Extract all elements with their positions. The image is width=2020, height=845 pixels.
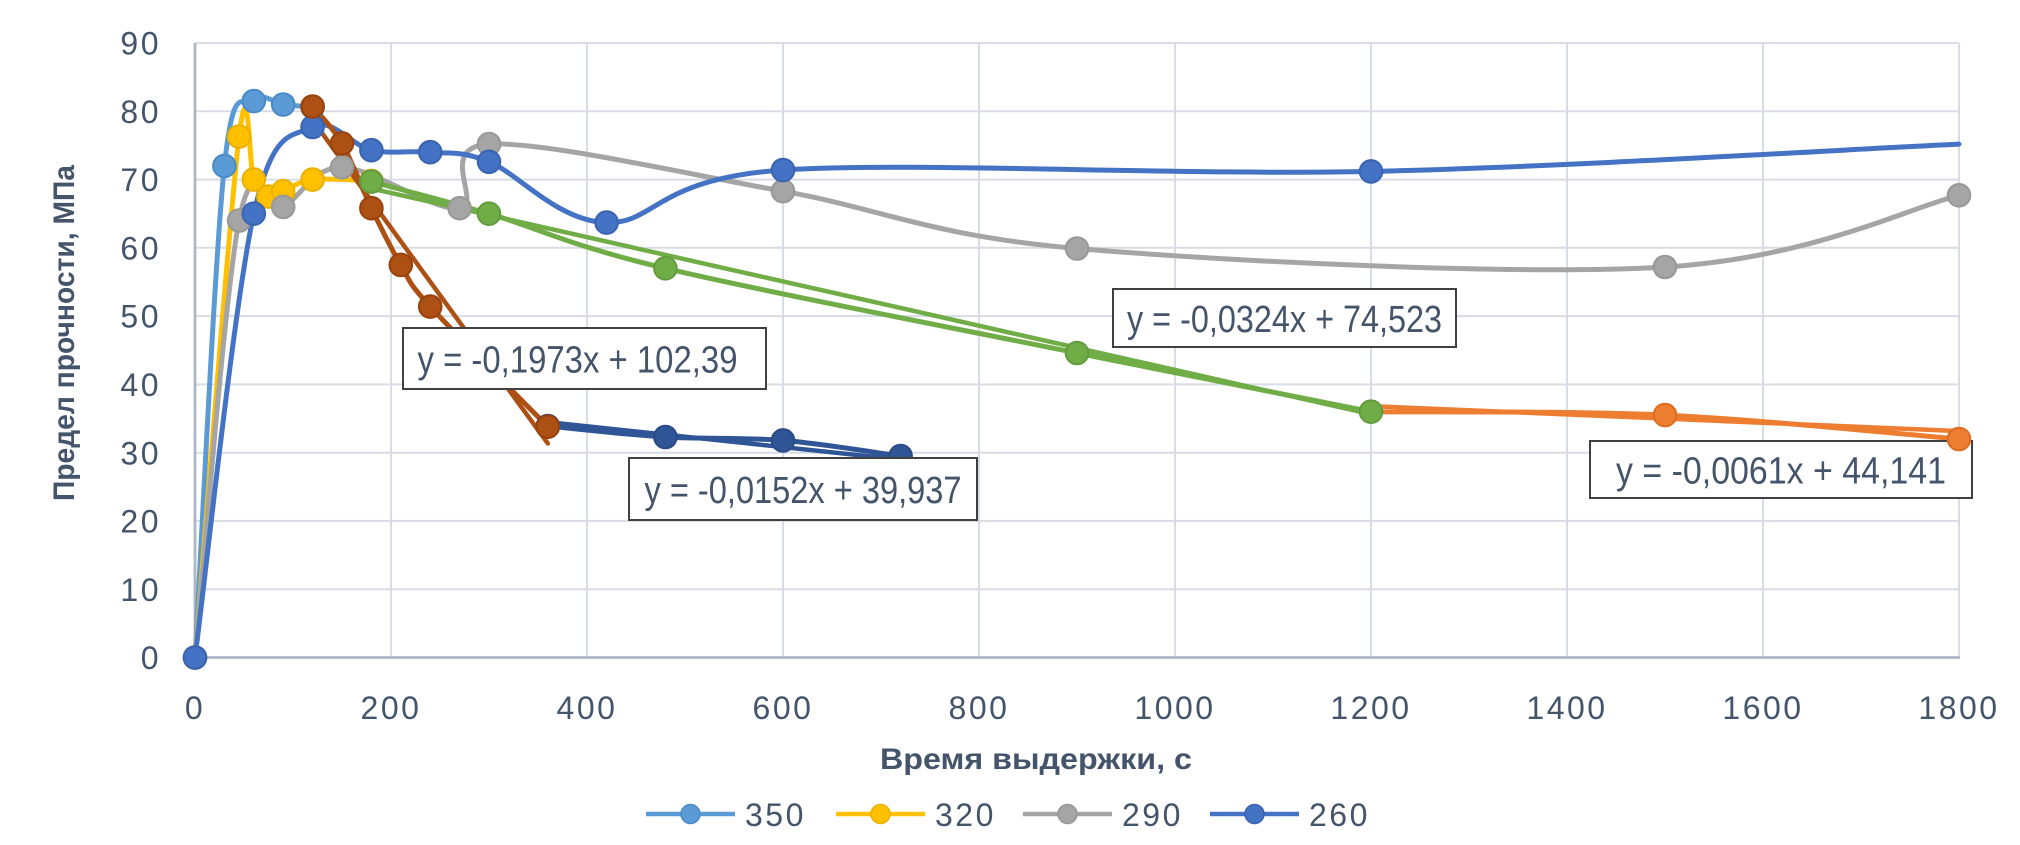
svg-text:0: 0 bbox=[185, 690, 205, 726]
svg-text:10: 10 bbox=[120, 572, 161, 608]
svg-text:30: 30 bbox=[120, 435, 161, 471]
svg-text:260: 260 bbox=[1309, 797, 1370, 833]
svg-text:320: 320 bbox=[935, 797, 996, 833]
svg-text:0: 0 bbox=[141, 640, 161, 676]
svg-text:50: 50 bbox=[120, 299, 161, 335]
svg-text:1400: 1400 bbox=[1526, 690, 1607, 726]
svg-text:350: 350 bbox=[745, 797, 806, 833]
svg-text:y = -0,0152x + 39,937: y = -0,0152x + 39,937 bbox=[645, 470, 962, 512]
svg-text:600: 600 bbox=[753, 690, 814, 726]
svg-text:1000: 1000 bbox=[1134, 690, 1215, 726]
svg-text:Предел прочности, МПа: Предел прочности, МПа bbox=[48, 165, 81, 501]
svg-text:20: 20 bbox=[120, 504, 161, 540]
svg-text:y = -0,1973x + 102,39: y = -0,1973x + 102,39 bbox=[418, 339, 738, 381]
svg-text:80: 80 bbox=[120, 94, 161, 130]
svg-text:y = -0,0324x + 74,523: y = -0,0324x + 74,523 bbox=[1127, 299, 1442, 341]
svg-text:60: 60 bbox=[120, 230, 161, 266]
svg-text:400: 400 bbox=[557, 690, 618, 726]
svg-text:1800: 1800 bbox=[1918, 690, 1999, 726]
svg-text:Время выдержки, с: Время выдержки, с bbox=[880, 743, 1192, 776]
svg-text:800: 800 bbox=[949, 690, 1010, 726]
svg-text:200: 200 bbox=[361, 690, 422, 726]
svg-text:1200: 1200 bbox=[1330, 690, 1411, 726]
svg-text:70: 70 bbox=[120, 162, 161, 198]
svg-text:290: 290 bbox=[1122, 797, 1183, 833]
svg-text:y = -0,0061x + 44,141: y = -0,0061x + 44,141 bbox=[1616, 450, 1946, 492]
svg-text:90: 90 bbox=[120, 26, 161, 62]
svg-text:1600: 1600 bbox=[1722, 690, 1803, 726]
svg-text:40: 40 bbox=[120, 367, 161, 403]
